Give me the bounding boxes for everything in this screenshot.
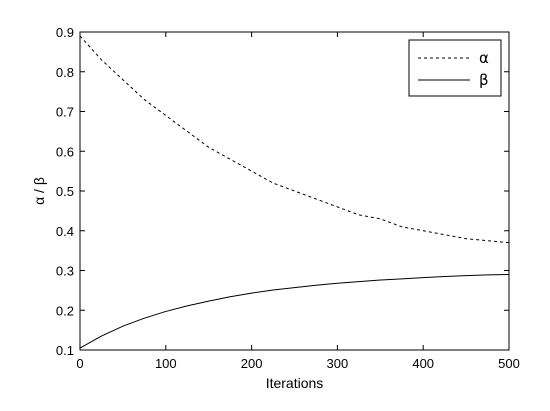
x-tick-label: 200: [241, 356, 263, 371]
series-line-alpha: [79, 35, 510, 244]
y-tick-label: 0.8: [56, 65, 74, 80]
series-layer: [79, 35, 510, 349]
x-axis-label: Iterations: [266, 375, 324, 391]
legend: α β: [408, 39, 502, 97]
x-tick-label: 100: [155, 356, 177, 371]
y-tick-label: 0.2: [56, 303, 74, 318]
legend-box: [408, 39, 502, 97]
y-tick-label: 0.6: [56, 144, 74, 159]
y-tick-label: 0.4: [56, 224, 74, 239]
y-tick-label: 0.7: [56, 105, 74, 120]
plot-frame: [79, 31, 510, 351]
y-tick-label: 0.3: [56, 264, 74, 279]
y-tick-label: 0.1: [56, 343, 74, 358]
legend-label-beta: β: [479, 71, 489, 89]
x-tick-label: 300: [327, 356, 349, 371]
y-axis-label: α / β: [31, 177, 47, 205]
legend-label-alpha: α: [479, 49, 489, 67]
ticks-layer: 0 100 200 300 400 500 0.1 0.2 0.3 0.4 0.5 0.6 0.7 0.8…: [56, 25, 520, 371]
y-tick-label: 0.5: [56, 184, 74, 199]
series-line-beta: [79, 273, 510, 349]
x-tick-label: 500: [498, 356, 520, 371]
x-tick-label: 400: [412, 356, 434, 371]
y-tick-label: 0.9: [56, 25, 74, 40]
x-tick-label: 0: [76, 356, 83, 371]
